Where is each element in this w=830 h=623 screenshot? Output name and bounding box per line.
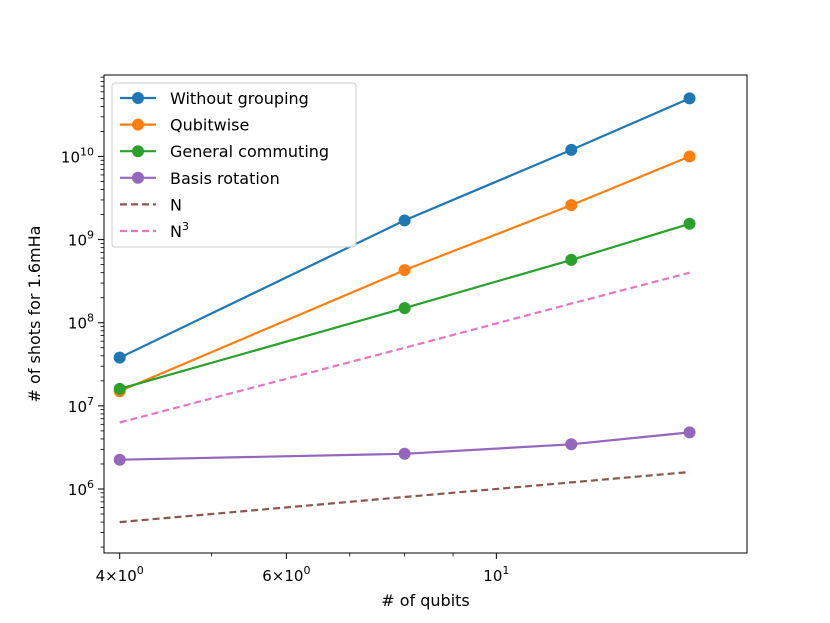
data-point-0-1 (398, 214, 411, 227)
y-axis-label: # of shots for 1.6mHa (25, 226, 44, 403)
series-line-2 (119, 222, 690, 390)
legend-marker-2 (132, 145, 144, 158)
legend-marker-3 (132, 171, 144, 184)
data-point-3-1 (398, 447, 411, 460)
data-point-1-2 (565, 199, 578, 212)
legend-marker-0 (132, 92, 144, 104)
data-point-0-0 (113, 351, 126, 364)
data-point-1-1 (398, 264, 411, 277)
legend-box (111, 82, 357, 248)
series-line-5 (119, 271, 690, 424)
data-point-2-1 (398, 302, 411, 315)
data-point-2-3 (683, 217, 696, 230)
plot-frame (103, 74, 748, 554)
legend-marker-1 (132, 118, 144, 131)
legend-label-4: N (170, 195, 182, 214)
series-line-4 (119, 470, 690, 524)
x-tick-label-0: 4×100 (96, 564, 144, 585)
data-point-0-2 (565, 143, 578, 156)
data-point-1-3 (683, 150, 696, 163)
y-tick-label-0: 106 (68, 478, 94, 499)
series-line-1 (119, 155, 691, 393)
x-tick-label-1: 6×100 (262, 564, 310, 585)
data-point-2-2 (565, 253, 578, 266)
legend-label-3: Basis rotation (170, 169, 280, 188)
legend-label-1: Qubitwise (170, 116, 249, 135)
x-tick-label-2: 101 (483, 564, 509, 585)
y-tick-label-4: 1010 (61, 145, 94, 166)
y-tick-label-3: 109 (68, 229, 94, 250)
series-line-3 (119, 431, 690, 461)
data-point-2-0 (113, 382, 126, 395)
y-tick-label-2: 108 (68, 312, 94, 333)
data-point-3-2 (565, 438, 578, 451)
data-point-3-3 (683, 426, 696, 439)
y-tick-label-1: 107 (68, 395, 94, 416)
x-axis-label: # of qubits (381, 591, 470, 610)
axis-ticks: 4×100 6×100 101 106 107 108 109 1010 (61, 76, 509, 585)
plot-series (113, 92, 696, 524)
legend-label-5: N3 (170, 220, 189, 241)
legend-label-2: General commuting (170, 142, 329, 161)
data-point-3-0 (113, 453, 126, 466)
series-line-0 (119, 97, 691, 359)
legend-label-0: Without grouping (170, 89, 309, 108)
data-point-0-3 (683, 92, 696, 105)
legend: Without grouping Qubitwise General commuti… (111, 82, 357, 248)
